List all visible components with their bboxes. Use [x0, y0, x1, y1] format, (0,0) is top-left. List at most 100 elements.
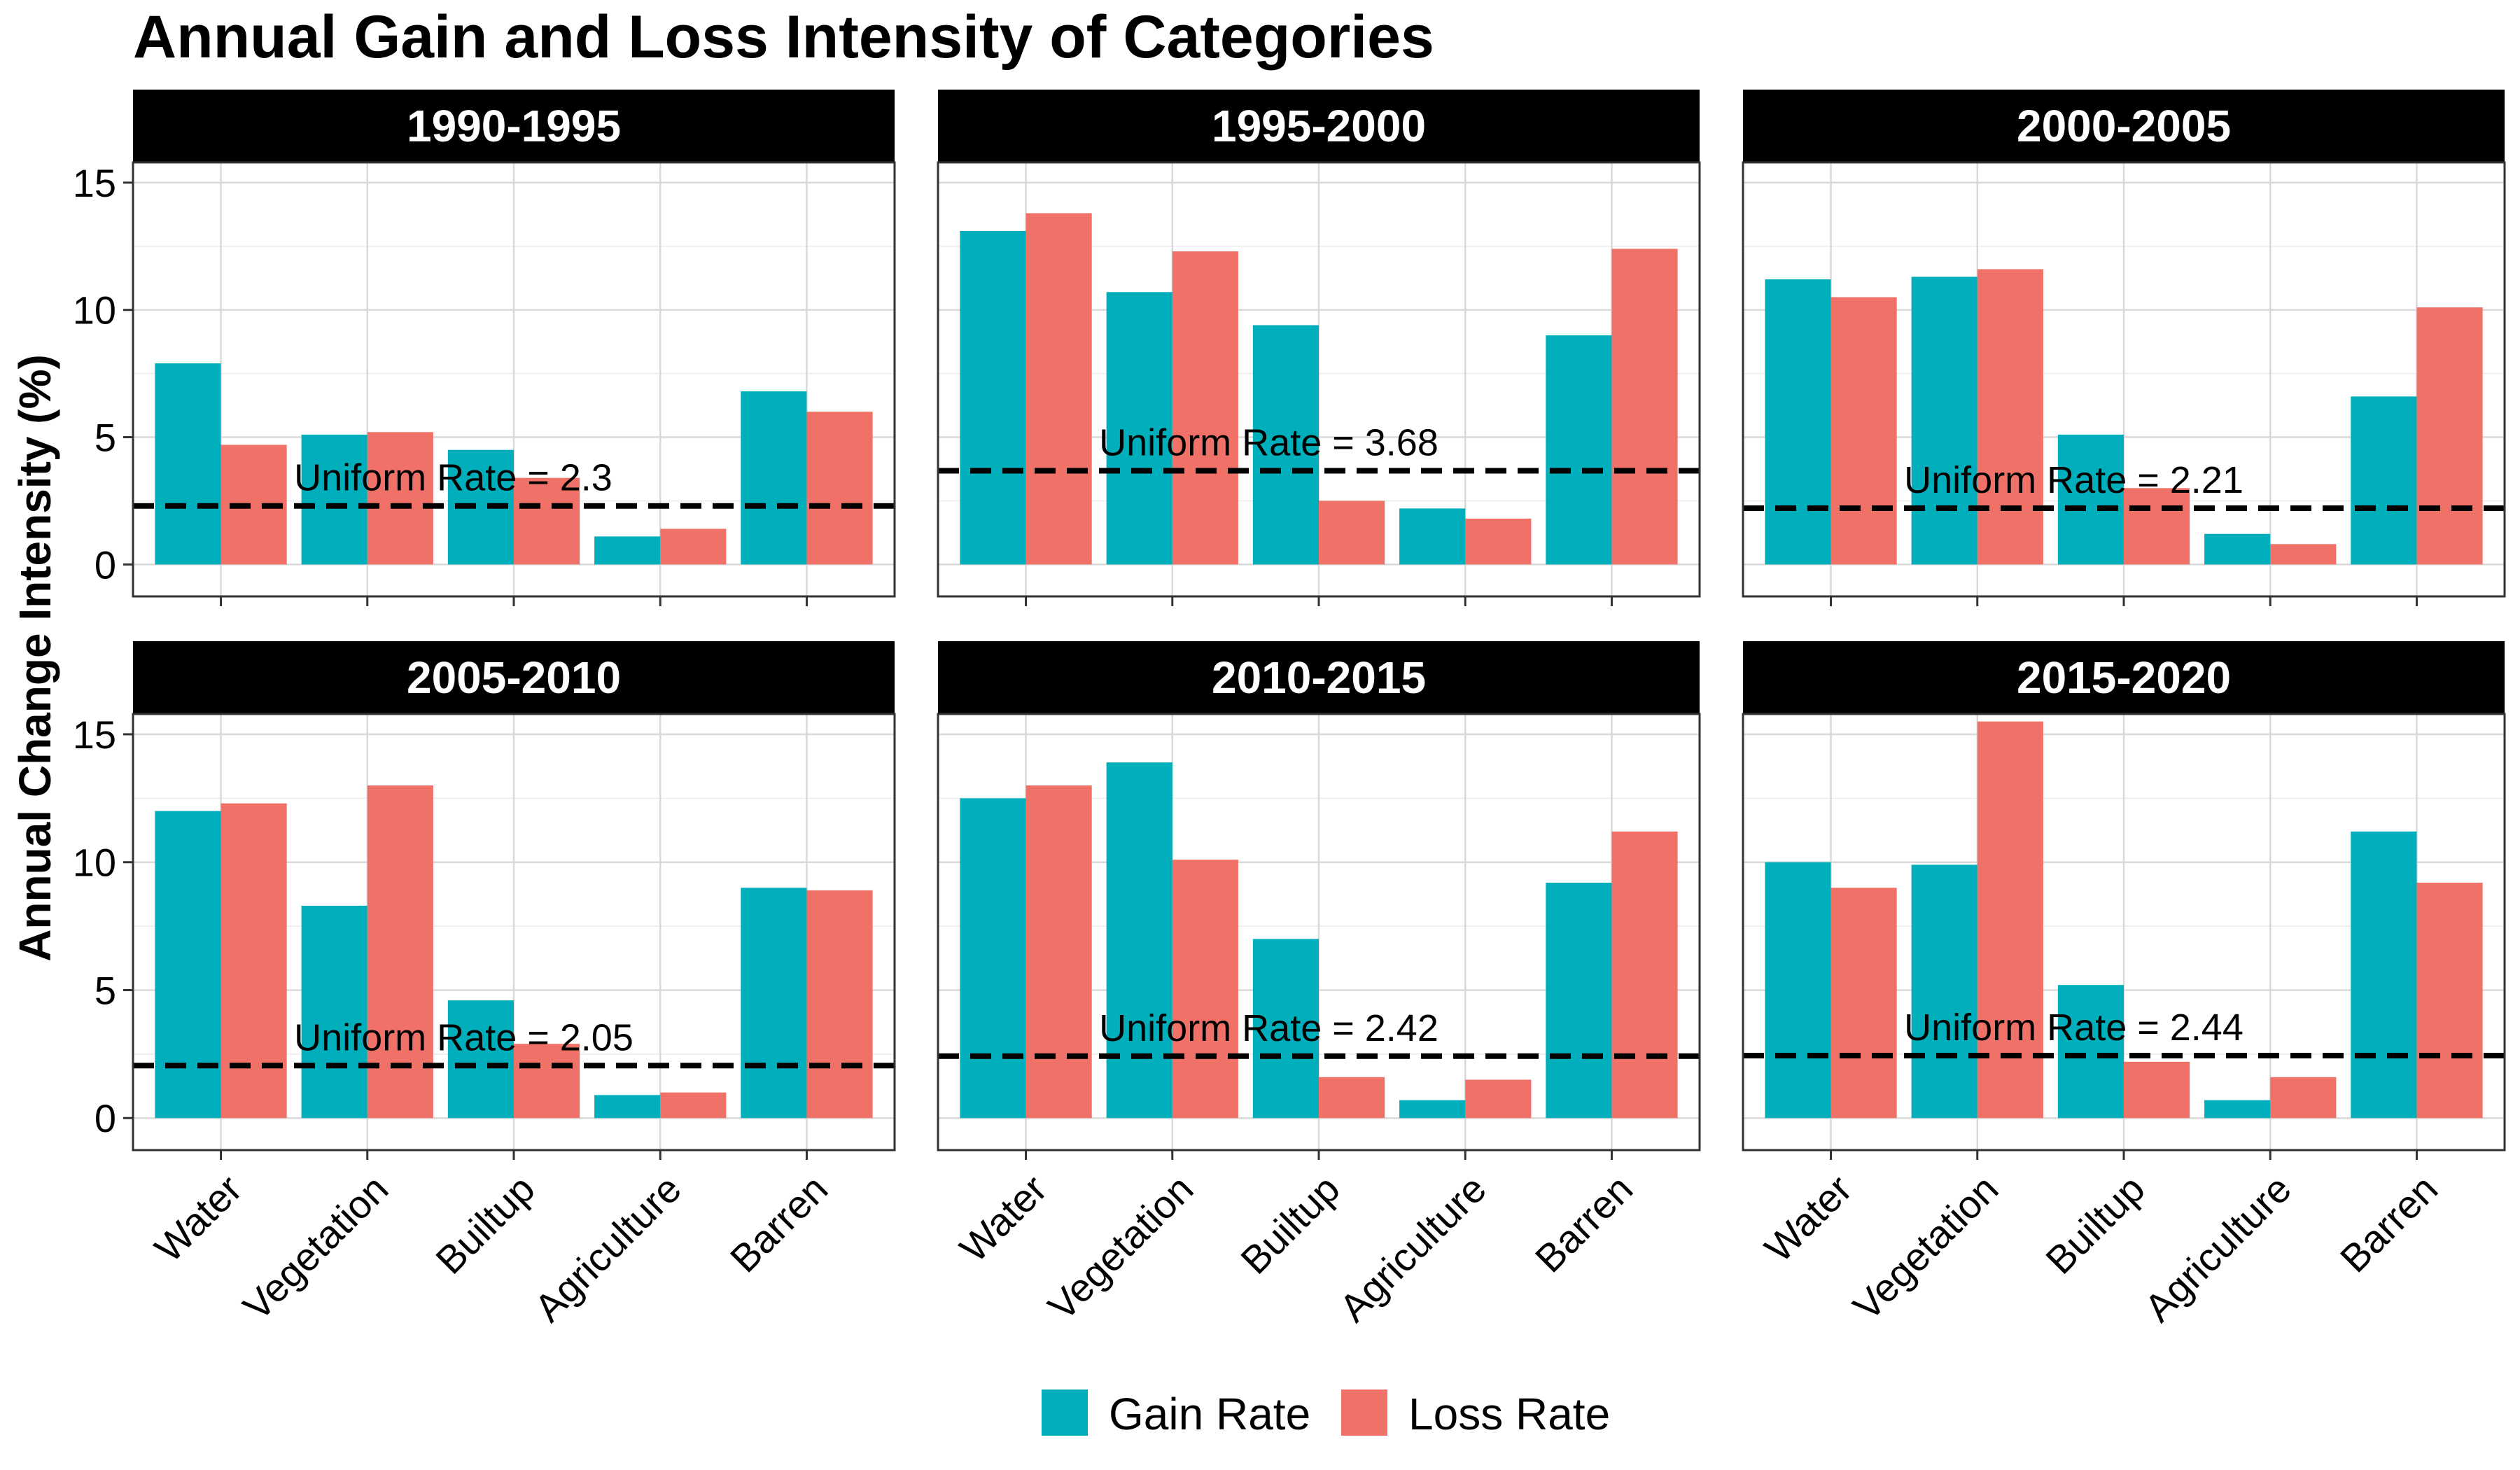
bar-loss-builtup	[514, 1044, 580, 1119]
y-tick-label: 15	[73, 713, 116, 757]
bar-loss-agriculture	[2270, 544, 2337, 565]
legend: Gain Rate Loss Rate	[1042, 1389, 1610, 1439]
facet-panel-2005-2010: 2005-2010 Uniform Rate = 2.05 0 5 10 15 WaterV…	[73, 641, 896, 1330]
x-tick-label-water: Water	[146, 1166, 251, 1270]
chart-title: Annual Gain and Loss Intensity of Catego…	[133, 4, 1434, 71]
bar-loss-vegetation	[367, 785, 433, 1119]
facet-panel-1995-2000: 1995-2000 Uniform Rate = 3.68	[937, 90, 1701, 606]
bar-gain-agriculture	[2204, 1100, 2271, 1119]
bar-loss-barren	[1611, 831, 1678, 1119]
bar-loss-barren	[2416, 307, 2483, 565]
facet-strip	[938, 641, 1700, 714]
bar-gain-vegetation	[1911, 276, 1977, 565]
bar-gain-builtup	[2057, 985, 2124, 1119]
y-tick-label: 10	[73, 841, 116, 885]
uniform-rate-label: Uniform Rate = 2.21	[1904, 459, 2244, 501]
bar-gain-agriculture	[594, 1095, 661, 1119]
facet-strip-label: 1995-2000	[1212, 101, 1426, 151]
facet-strip-label: 1990-1995	[407, 101, 621, 151]
bar-gain-barren	[2351, 831, 2417, 1119]
bar-gain-builtup	[2057, 434, 2124, 565]
bar-gain-vegetation	[301, 434, 368, 565]
bar-gain-barren	[1546, 335, 1612, 565]
bar-loss-agriculture	[1465, 518, 1532, 565]
legend-swatch-loss-rate	[1341, 1390, 1387, 1436]
bar-loss-vegetation	[367, 432, 433, 565]
bar-gain-vegetation	[1911, 864, 1977, 1119]
bar-loss-barren	[1611, 248, 1678, 565]
bar-gain-water	[960, 231, 1026, 565]
bar-gain-agriculture	[1399, 508, 1466, 565]
bar-gain-barren	[2351, 396, 2417, 565]
bar-loss-vegetation	[1172, 860, 1238, 1119]
facet-strip-label: 2005-2010	[407, 652, 621, 703]
bar-loss-barren	[806, 412, 873, 565]
bar-gain-water	[155, 363, 221, 565]
x-tick-label-water: Water	[1756, 1166, 1861, 1270]
uniform-rate-label: Uniform Rate = 3.68	[1099, 422, 1438, 464]
bar-loss-vegetation	[1977, 269, 2043, 565]
legend-label-loss-rate: Loss Rate	[1408, 1389, 1610, 1439]
bar-gain-builtup	[1252, 939, 1319, 1119]
bar-loss-barren	[806, 890, 873, 1119]
bar-loss-agriculture	[1465, 1079, 1532, 1119]
y-tick-label: 15	[73, 161, 116, 205]
bar-gain-vegetation	[1106, 292, 1172, 565]
x-tick-label-vegetation: Vegetation	[1040, 1166, 1202, 1329]
legend-label-gain-rate: Gain Rate	[1109, 1389, 1310, 1439]
bar-loss-water	[1830, 888, 1897, 1119]
bar-gain-barren	[741, 391, 807, 565]
x-tick-label-water: Water	[951, 1166, 1056, 1270]
facet-panels: 1990-1995 Uniform Rate = 2.3 0 5 10 15 1995-20…	[73, 90, 2506, 1330]
bar-gain-agriculture	[594, 536, 661, 565]
bar-loss-barren	[2416, 882, 2483, 1119]
bar-loss-builtup	[514, 477, 580, 565]
bar-loss-agriculture	[2270, 1077, 2337, 1119]
y-tick-label: 5	[94, 968, 116, 1012]
x-tick-label-barren: Barren	[2332, 1166, 2446, 1280]
bar-loss-vegetation	[1172, 251, 1238, 565]
bar-gain-water	[1765, 279, 1831, 565]
bar-gain-builtup	[1252, 325, 1319, 565]
bar-gain-barren	[1546, 882, 1612, 1119]
bar-gain-vegetation	[301, 905, 368, 1119]
y-tick-label: 5	[94, 416, 116, 460]
x-tick-label-builtup: Builtup	[427, 1166, 543, 1282]
y-axis-title: Annual Change Intensity (%)	[10, 354, 60, 962]
bar-gain-water	[1765, 862, 1831, 1119]
y-tick-label: 10	[73, 288, 116, 332]
x-tick-label-vegetation: Vegetation	[234, 1166, 397, 1329]
bar-loss-water	[220, 803, 287, 1119]
facet-panel-1990-1995: 1990-1995 Uniform Rate = 2.3 0 5 10 15	[73, 90, 896, 606]
x-tick-label-barren: Barren	[722, 1166, 836, 1280]
x-tick-label-agriculture: Agriculture	[526, 1166, 690, 1330]
bar-loss-builtup	[2124, 1061, 2190, 1119]
facet-strip	[1743, 641, 2505, 714]
facet-strip-label: 2015-2020	[2017, 652, 2231, 703]
facet-panel-2010-2015: 2010-2015 Uniform Rate = 2.42 WaterVegetat…	[937, 641, 1701, 1330]
uniform-rate-label: Uniform Rate = 2.44	[1904, 1007, 2244, 1049]
y-tick-label: 0	[94, 542, 116, 587]
bar-loss-agriculture	[660, 1092, 727, 1119]
bar-loss-builtup	[2124, 488, 2190, 565]
facet-panel-2000-2005: 2000-2005 Uniform Rate = 2.21	[1742, 90, 2506, 606]
uniform-rate-label: Uniform Rate = 2.05	[294, 1016, 634, 1058]
uniform-rate-label: Uniform Rate = 2.42	[1099, 1007, 1438, 1049]
x-tick-label-barren: Barren	[1527, 1166, 1641, 1280]
facet-strip	[938, 90, 1700, 162]
uniform-rate-label: Uniform Rate = 2.3	[294, 457, 612, 499]
bar-gain-builtup	[447, 1000, 514, 1119]
facet-panel-2015-2020: 2015-2020 Uniform Rate = 2.44 WaterVegetat…	[1742, 641, 2506, 1330]
bar-loss-agriculture	[660, 528, 727, 565]
facet-strip	[133, 90, 895, 162]
bar-loss-water	[1026, 785, 1092, 1119]
y-tick-label: 0	[94, 1096, 116, 1140]
x-tick-label-vegetation: Vegetation	[1844, 1166, 2007, 1329]
bar-loss-vegetation	[1977, 721, 2043, 1119]
bar-loss-water	[1830, 297, 1897, 565]
facet-strip	[1743, 90, 2505, 162]
bar-gain-agriculture	[1399, 1100, 1466, 1119]
bar-gain-water	[960, 798, 1026, 1119]
bar-gain-vegetation	[1106, 762, 1172, 1119]
